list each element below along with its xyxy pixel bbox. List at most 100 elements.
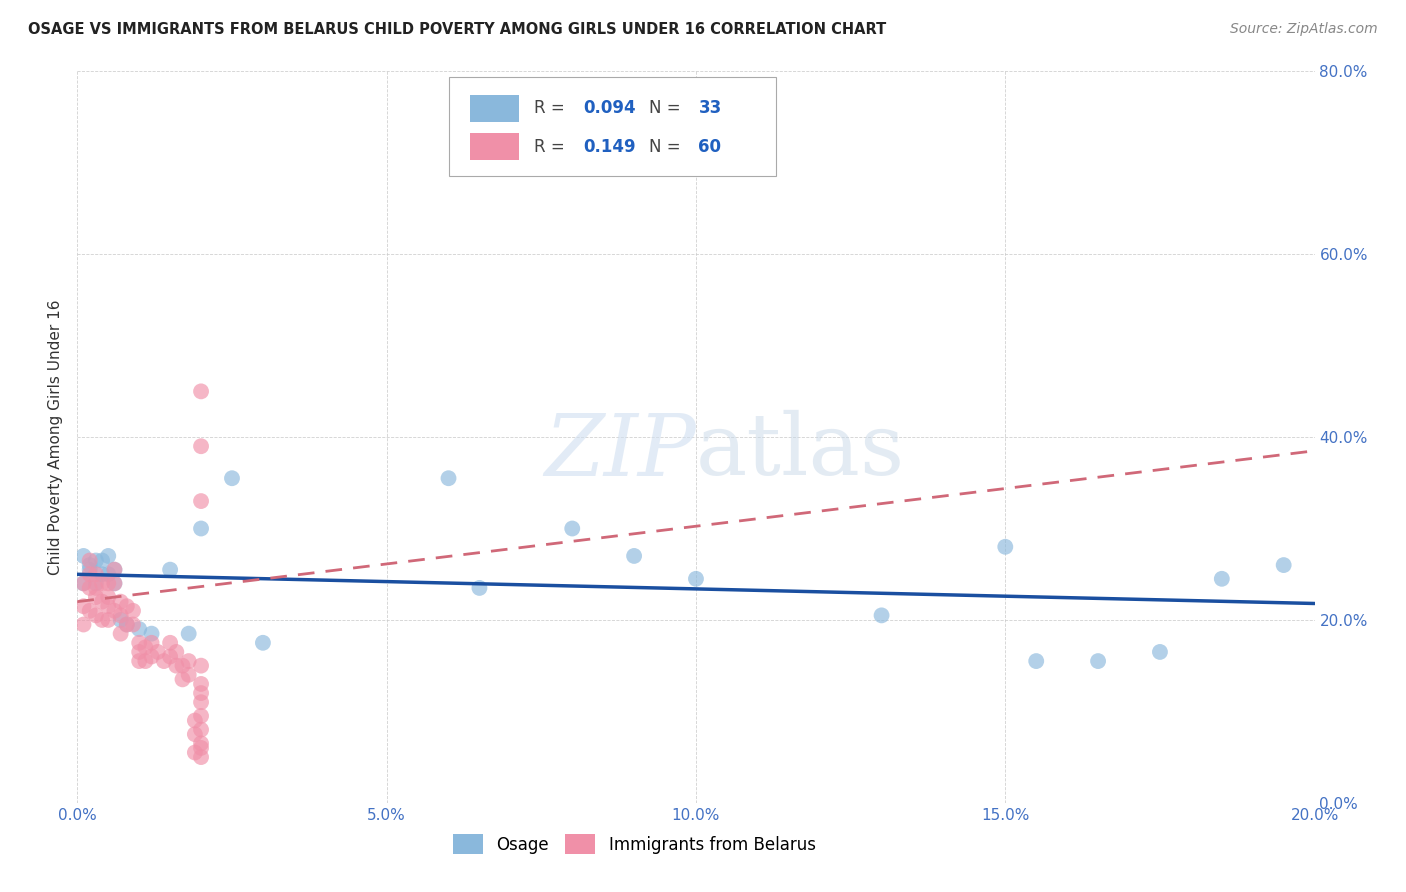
Point — [84, 608, 107, 623]
Point — [79, 558, 101, 573]
Point — [97, 590, 120, 604]
Point — [103, 604, 125, 618]
Point — [190, 723, 212, 737]
Point — [72, 549, 94, 563]
Point — [146, 645, 169, 659]
Point — [190, 494, 212, 508]
Point — [97, 567, 120, 582]
Point — [110, 594, 132, 608]
Point — [190, 677, 212, 691]
Point — [110, 626, 132, 640]
Point — [561, 521, 583, 535]
Point — [1087, 654, 1109, 668]
Point — [79, 604, 101, 618]
Text: ZIP: ZIP — [544, 410, 696, 493]
Point — [72, 599, 94, 614]
Point — [72, 576, 94, 591]
FancyBboxPatch shape — [449, 78, 776, 176]
Point — [84, 567, 107, 582]
Point — [115, 599, 138, 614]
Point — [97, 576, 120, 591]
Point — [190, 740, 212, 755]
Point — [159, 649, 181, 664]
Point — [184, 727, 207, 741]
Point — [103, 576, 125, 591]
Y-axis label: Child Poverty Among Girls Under 16: Child Poverty Among Girls Under 16 — [48, 300, 63, 574]
Point — [184, 714, 207, 728]
Point — [190, 521, 212, 535]
Point — [91, 613, 114, 627]
Point — [1272, 558, 1295, 573]
Point — [870, 608, 893, 623]
Text: 60: 60 — [699, 137, 721, 156]
Point — [994, 540, 1017, 554]
Point — [141, 626, 163, 640]
Text: N =: N = — [650, 137, 686, 156]
Point — [103, 563, 125, 577]
Point — [128, 622, 150, 636]
Point — [177, 626, 200, 640]
Point — [79, 553, 101, 567]
Point — [110, 613, 132, 627]
Point — [1025, 654, 1047, 668]
Point — [153, 654, 176, 668]
Point — [159, 636, 181, 650]
Point — [91, 567, 114, 582]
Point — [91, 594, 114, 608]
Text: OSAGE VS IMMIGRANTS FROM BELARUS CHILD POVERTY AMONG GIRLS UNDER 16 CORRELATION : OSAGE VS IMMIGRANTS FROM BELARUS CHILD P… — [28, 22, 886, 37]
Point — [84, 590, 107, 604]
Point — [190, 695, 212, 709]
Point — [103, 563, 125, 577]
Point — [141, 636, 163, 650]
Point — [177, 667, 200, 681]
Point — [84, 576, 107, 591]
Point — [72, 617, 94, 632]
Point — [72, 576, 94, 591]
Text: 0.094: 0.094 — [583, 99, 636, 117]
Point — [221, 471, 243, 485]
Point — [115, 617, 138, 632]
Point — [97, 549, 120, 563]
Point — [172, 673, 194, 687]
FancyBboxPatch shape — [470, 95, 519, 122]
Point — [84, 581, 107, 595]
Point — [190, 658, 212, 673]
Point — [685, 572, 707, 586]
Text: Source: ZipAtlas.com: Source: ZipAtlas.com — [1230, 22, 1378, 37]
Point — [103, 576, 125, 591]
Point — [134, 654, 156, 668]
Point — [79, 581, 101, 595]
Text: 33: 33 — [699, 99, 721, 117]
Point — [177, 654, 200, 668]
Point — [134, 640, 156, 655]
Point — [91, 576, 114, 591]
Point — [1149, 645, 1171, 659]
Legend: Osage, Immigrants from Belarus: Osage, Immigrants from Belarus — [446, 828, 823, 860]
Point — [128, 654, 150, 668]
Point — [252, 636, 274, 650]
Point — [165, 658, 187, 673]
Point — [128, 636, 150, 650]
Point — [623, 549, 645, 563]
Text: 0.149: 0.149 — [583, 137, 636, 156]
Point — [84, 553, 107, 567]
Point — [79, 563, 101, 577]
Point — [91, 553, 114, 567]
Point — [165, 645, 187, 659]
Point — [190, 750, 212, 764]
Point — [122, 604, 145, 618]
Point — [184, 746, 207, 760]
Point — [115, 617, 138, 632]
Point — [437, 471, 460, 485]
Point — [1211, 572, 1233, 586]
Point — [190, 709, 212, 723]
Point — [172, 658, 194, 673]
Point — [128, 645, 150, 659]
Point — [190, 439, 212, 453]
Point — [141, 649, 163, 664]
Text: atlas: atlas — [696, 410, 905, 493]
Point — [190, 384, 212, 399]
Text: R =: R = — [534, 137, 575, 156]
Point — [79, 567, 101, 582]
Point — [159, 563, 181, 577]
